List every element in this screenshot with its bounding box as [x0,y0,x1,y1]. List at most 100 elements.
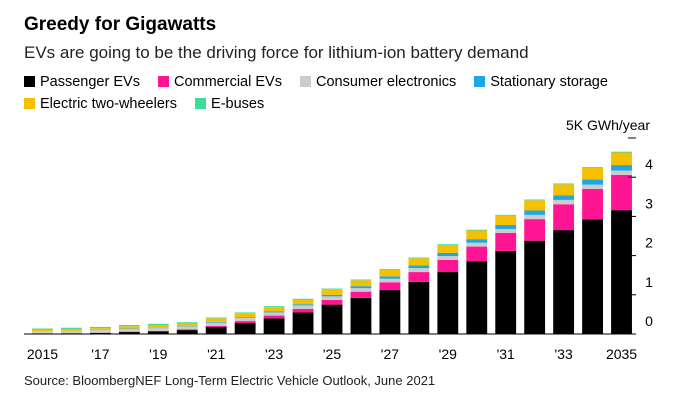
legend-swatch [24,98,35,109]
bar-commercial-evs-2035 [611,174,632,211]
bar-consumer-electronics-2031 [495,228,517,233]
bar-passenger-evs-2028 [408,281,430,334]
bar-e-buses-2031 [495,214,517,216]
bar-commercial-evs-2023 [263,315,285,319]
chart-title: Greedy for Gigawatts [24,14,217,35]
bar-commercial-evs-2020 [176,329,198,331]
y-tick-label: 0 [645,313,653,329]
x-tick-label: '19 [149,346,167,362]
bar-passenger-evs-2030 [466,261,488,334]
bar-e-buses-2029 [437,244,459,246]
bar-e-buses-2015 [32,328,53,330]
chart-subtitle: EVs are going to be the driving force fo… [24,43,529,62]
bar-passenger-evs-2027 [379,290,401,334]
bar-e-buses-2034 [582,167,603,168]
legend-label: Passenger EVs [40,74,140,90]
bar-commercial-evs-2034 [582,188,603,220]
bar-stationary-storage-2021 [205,321,227,323]
bar-consumer-electronics-2026 [350,288,372,292]
bar-electric-two-wheelers-2028 [408,258,430,266]
y-tick-label: 1 [645,274,653,290]
bar-electric-two-wheelers-2029 [437,245,459,253]
legend-item-e-buses: E-buses [195,93,264,115]
bar-consumer-electronics-2021 [205,322,227,326]
bar-consumer-electronics-2029 [437,255,459,260]
bar-passenger-evs-2026 [350,297,372,334]
bar-stationary-storage-2030 [466,239,488,243]
bar-passenger-evs-2020 [176,330,198,334]
bar-consumer-electronics-2017 [89,330,111,333]
bar-consumer-electronics-2027 [379,278,401,283]
bar-e-buses-2023 [263,306,285,307]
bar-passenger-evs-2022 [234,323,256,334]
bar-electric-two-wheelers-2019 [147,324,169,328]
bar-stationary-storage-2026 [350,286,372,289]
bar-e-buses-2018 [118,324,140,327]
bar-e-buses-2025 [321,288,343,290]
bar-electric-two-wheelers-2033 [553,184,575,196]
bar-electric-two-wheelers-2030 [466,230,488,240]
x-tick-label: 2035 [606,346,637,362]
bar-consumer-electronics-2032 [524,214,546,220]
x-tick-label: '29 [439,346,457,362]
bar-e-buses-2033 [553,183,575,185]
bar-passenger-evs-2032 [524,240,546,334]
source-note: Source: BloombergNEF Long-Term Electric … [24,373,436,388]
bar-passenger-evs-2019 [147,331,169,334]
y-tick-label: 4 [645,156,653,172]
bar-electric-two-wheelers-2027 [379,269,401,277]
y-tick-label: 3 [645,195,653,211]
x-tick-label: '23 [265,346,283,362]
bar-consumer-electronics-2028 [408,268,430,273]
x-tick-label: '31 [497,346,515,362]
bar-commercial-evs-2026 [350,291,372,298]
legend-swatch [157,76,169,87]
bar-stationary-storage-2028 [408,265,430,269]
bar-consumer-electronics-2020 [176,326,198,330]
bar-passenger-evs-2034 [582,219,603,334]
legend-label: Electric two-wheelers [40,96,177,112]
bar-consumer-electronics-2018 [118,328,140,332]
bar-e-buses-2030 [466,229,488,231]
bar-stationary-storage-2024 [292,304,314,306]
bar-passenger-evs-2021 [205,326,227,334]
bar-consumer-electronics-2034 [582,184,603,189]
bar-e-buses-2028 [408,257,430,259]
bar-stationary-storage-2035 [611,165,632,171]
bar-commercial-evs-2032 [524,219,546,241]
legend: Passenger EVs Commercial EVs Consumer el… [24,71,664,115]
legend-swatch [24,76,35,87]
bar-electric-two-wheelers-2022 [234,313,256,318]
bar-consumer-electronics-2016 [61,330,82,334]
bar-passenger-evs-2024 [292,312,314,334]
bar-consumer-electronics-2025 [321,296,343,300]
bar-stationary-storage-2029 [437,252,459,256]
legend-item-electric-two-wheelers: Electric two-wheelers [24,93,177,115]
bar-e-buses-2016 [61,327,82,329]
bar-e-buses-2024 [292,298,314,300]
bar-e-buses-2027 [379,268,401,270]
legend-label: Commercial EVs [173,74,282,90]
x-tick-label: '21 [207,346,225,362]
bar-passenger-evs-2029 [437,272,459,334]
bar-electric-two-wheelers-2020 [176,323,198,327]
bar-electric-two-wheelers-2018 [118,326,140,329]
bar-electric-two-wheelers-2025 [321,289,343,295]
bar-stationary-storage-2031 [495,225,517,229]
bar-e-buses-2032 [524,199,546,201]
bar-electric-two-wheelers-2016 [61,328,82,331]
legend-label: E-buses [211,96,265,112]
legend-swatch [195,98,207,109]
legend-item-commercial-evs: Commercial EVs [157,71,282,93]
bar-stationary-storage-2023 [263,311,285,313]
bar-commercial-evs-2022 [234,321,256,324]
bar-electric-two-wheelers-2031 [495,215,517,226]
bar-commercial-evs-2024 [292,308,314,313]
legend-swatch [299,76,311,87]
bar-e-buses-2019 [147,323,169,325]
bar-passenger-evs-2025 [321,304,343,334]
bar-consumer-electronics-2030 [466,242,488,247]
bar-passenger-evs-2031 [495,250,517,334]
bar-electric-two-wheelers-2023 [263,306,285,312]
